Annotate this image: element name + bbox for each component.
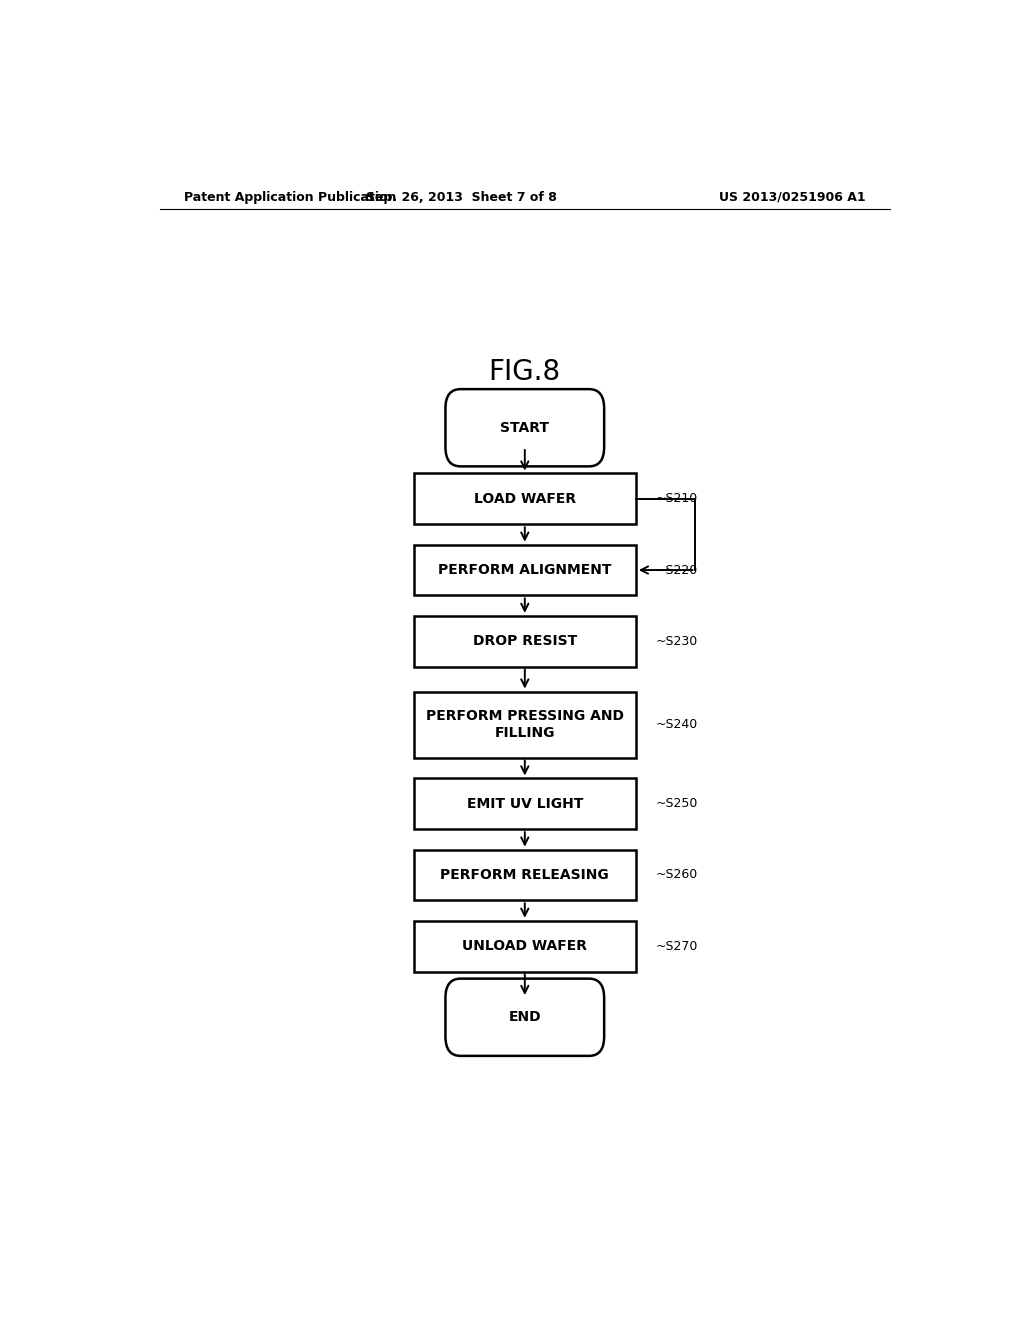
Text: ~S210: ~S210 — [655, 492, 698, 506]
Text: DROP RESIST: DROP RESIST — [473, 634, 577, 648]
Bar — [414, 779, 636, 829]
Bar — [414, 692, 636, 758]
Bar — [414, 921, 636, 972]
Text: ~S260: ~S260 — [655, 869, 698, 882]
Text: EMIT UV LIGHT: EMIT UV LIGHT — [467, 797, 583, 810]
Bar — [414, 615, 636, 667]
Text: END: END — [509, 1010, 541, 1024]
Text: Patent Application Publication: Patent Application Publication — [183, 190, 396, 203]
Bar — [414, 545, 636, 595]
Text: FIG.8: FIG.8 — [488, 358, 561, 385]
Text: PERFORM ALIGNMENT: PERFORM ALIGNMENT — [438, 564, 611, 577]
Text: ~S220: ~S220 — [655, 564, 698, 577]
Bar — [414, 474, 636, 524]
FancyBboxPatch shape — [445, 978, 604, 1056]
Text: PERFORM PRESSING AND
FILLING: PERFORM PRESSING AND FILLING — [426, 709, 624, 739]
Text: Sep. 26, 2013  Sheet 7 of 8: Sep. 26, 2013 Sheet 7 of 8 — [366, 190, 557, 203]
Text: US 2013/0251906 A1: US 2013/0251906 A1 — [720, 190, 866, 203]
FancyBboxPatch shape — [445, 389, 604, 466]
Text: ~S240: ~S240 — [655, 718, 698, 731]
Text: LOAD WAFER: LOAD WAFER — [474, 492, 575, 506]
Text: ~S250: ~S250 — [655, 797, 698, 810]
Text: ~S230: ~S230 — [655, 635, 698, 648]
Text: PERFORM RELEASING: PERFORM RELEASING — [440, 869, 609, 882]
Text: START: START — [501, 421, 549, 434]
Bar — [414, 850, 636, 900]
Text: ~S270: ~S270 — [655, 940, 698, 953]
Text: UNLOAD WAFER: UNLOAD WAFER — [462, 939, 588, 953]
